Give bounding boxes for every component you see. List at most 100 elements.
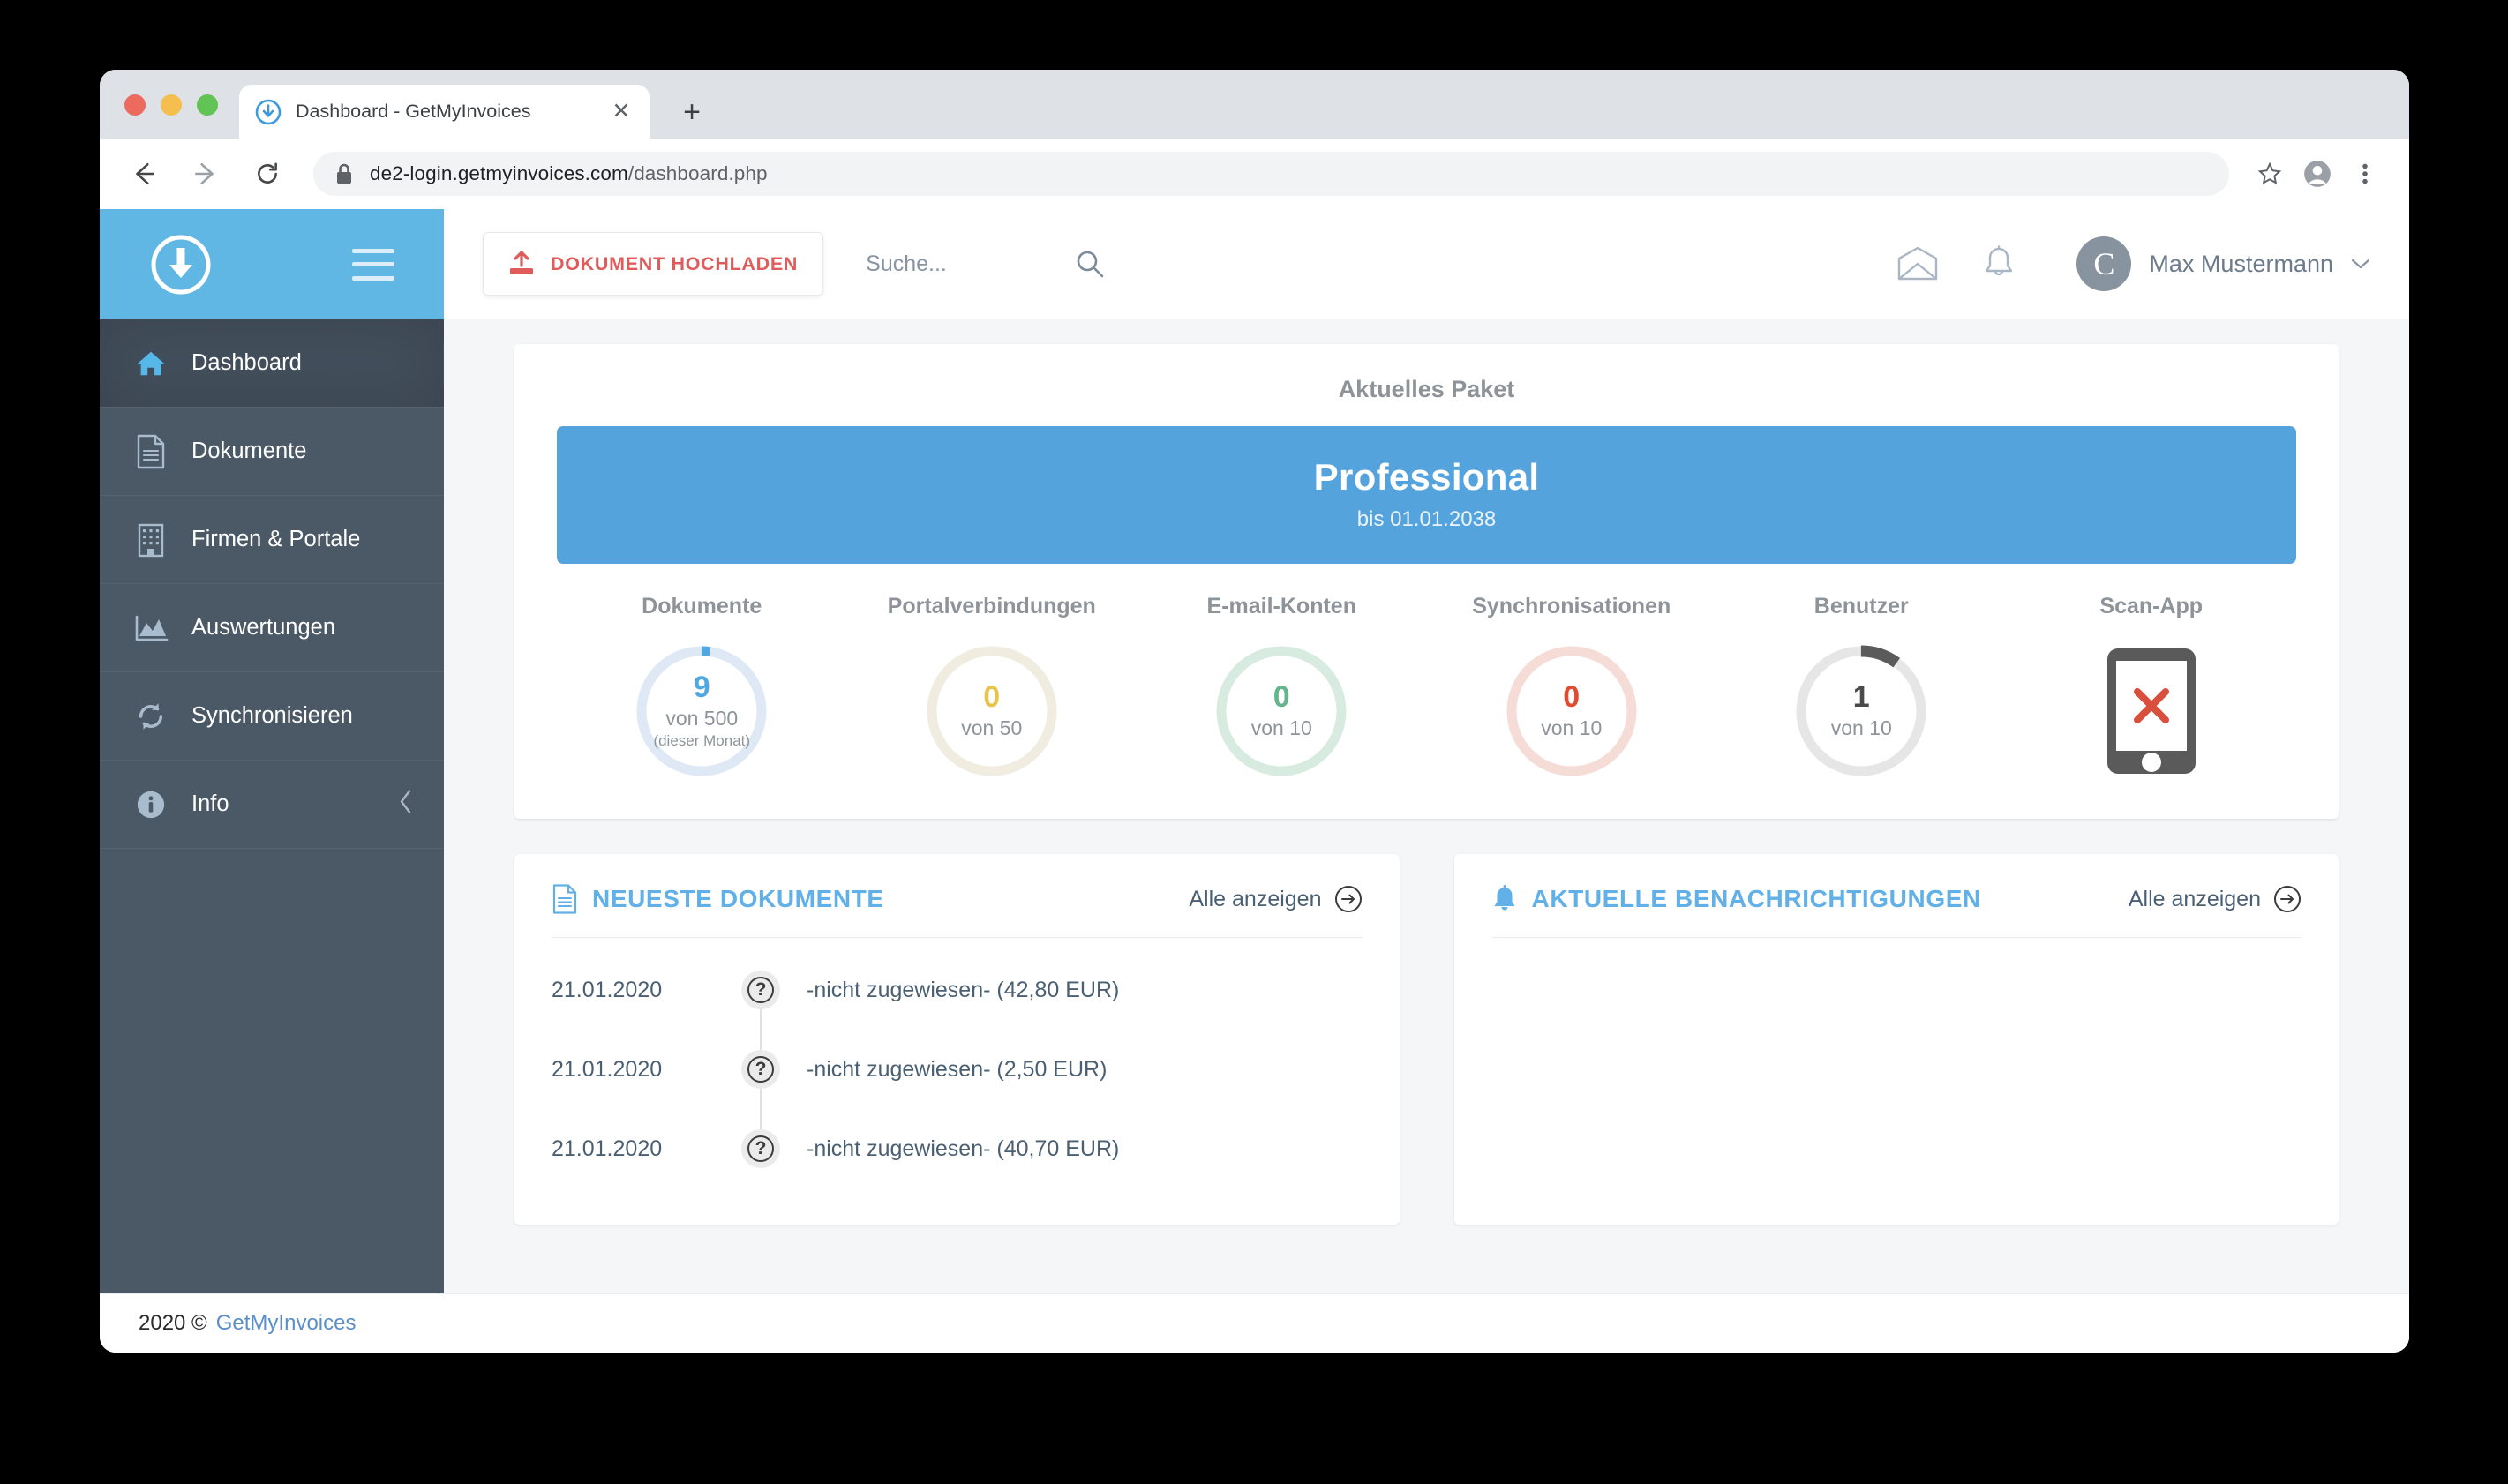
- stat-value: 1: [1852, 679, 1870, 714]
- sidebar-item-auswertungen[interactable]: Auswertungen: [100, 584, 444, 672]
- notifications-list: [1491, 938, 2302, 950]
- browser-tabbar: Dashboard - GetMyInvoices ✕ +: [100, 70, 2409, 139]
- arrow-right-circle-icon: [1334, 885, 1363, 913]
- package-heading: Aktuelles Paket: [1338, 376, 1515, 402]
- ring-gauge: 0 von 10: [1501, 641, 1642, 782]
- timeline-connector: [760, 989, 762, 1070]
- profile-avatar-icon[interactable]: [2298, 154, 2337, 193]
- sidebar-toggle-button[interactable]: [352, 248, 394, 281]
- sync-icon: [133, 699, 169, 734]
- app-footer: 2020 © GetMyInvoices: [100, 1293, 2409, 1353]
- stat-value: 0: [1563, 679, 1581, 714]
- panel-title-label: NEUESTE DOKUMENTE: [592, 885, 884, 912]
- latest-documents-panel: NEUESTE DOKUMENTE Alle anzeigen: [514, 854, 1400, 1225]
- stat-value: 0: [983, 679, 1001, 714]
- close-window-button[interactable]: [124, 94, 146, 116]
- ring-text: 0 von 50: [921, 641, 1063, 782]
- phone-disabled-icon: [2081, 641, 2222, 782]
- user-menu[interactable]: C Max Mustermann: [2076, 236, 2370, 291]
- sidebar-item-dashboard[interactable]: Dashboard: [100, 319, 444, 408]
- back-icon[interactable]: [124, 154, 163, 193]
- browser-tab[interactable]: Dashboard - GetMyInvoices ✕: [239, 85, 650, 139]
- document-date: 21.01.2020: [552, 1056, 663, 1082]
- dashboard-content: Aktuelles Paket Professional bis 01.01.2…: [444, 319, 2409, 1225]
- show-all-notifications-link[interactable]: Alle anzeigen: [2129, 885, 2302, 913]
- ring-text: 0 von 10: [1211, 641, 1352, 782]
- show-all-documents-link[interactable]: Alle anzeigen: [1189, 885, 1362, 913]
- timeline-connector: [760, 1068, 762, 1150]
- building-icon: [133, 522, 169, 558]
- stat-benutzer: Benutzer 1 von 10: [1716, 594, 2007, 782]
- sidebar-item-dokumente[interactable]: Dokumente: [100, 408, 444, 496]
- bell-icon: [1491, 884, 1518, 914]
- forward-icon[interactable]: [186, 154, 225, 193]
- list-item[interactable]: 21.01.2020 ? -nicht zugewiesen- (42,80 E…: [552, 950, 1363, 1070]
- panel-header: AKTUELLE BENACHRICHTIGUNGEN Alle anzeige…: [1491, 884, 2302, 938]
- ring-gauge: 1 von 10: [1791, 641, 1932, 782]
- sidebar-item-firmen-portale[interactable]: Firmen & Portale: [100, 496, 444, 584]
- status-badge: ?: [741, 1050, 780, 1089]
- stat-email-konten: E-mail-Konten 0 von 10: [1137, 594, 1427, 782]
- download-circle-icon[interactable]: [149, 233, 213, 296]
- copyright-text: 2020 ©: [139, 1311, 207, 1335]
- document-date: 21.01.2020: [552, 977, 663, 1002]
- question-mark-icon: ?: [747, 977, 774, 1003]
- download-circle-icon: [255, 99, 282, 125]
- browser-tab-title: Dashboard - GetMyInvoices: [296, 101, 531, 122]
- brand-link[interactable]: GetMyInvoices: [215, 1311, 357, 1335]
- address-bar[interactable]: de2-login.getmyinvoices.com/dashboard.ph…: [313, 152, 2229, 196]
- sidebar-item-label: Dokumente: [191, 438, 307, 463]
- stat-portalverbindungen: Portalverbindungen 0 von 50: [847, 594, 1138, 782]
- search-icon[interactable]: [1072, 246, 1108, 281]
- package-card: Aktuelles Paket Professional bis 01.01.2…: [514, 344, 2339, 819]
- document-title: -nicht zugewiesen- (40,70 EUR): [807, 1135, 1120, 1161]
- stats-row: Dokumente 9 von 500 (die: [557, 594, 2296, 782]
- minimize-window-button[interactable]: [161, 94, 182, 116]
- panel-title-label: AKTUELLE BENACHRICHTIGUNGEN: [1531, 885, 1981, 912]
- ring-text: 9 von 500 (dieser Monat): [631, 641, 772, 782]
- user-name: Max Mustermann: [2149, 250, 2333, 277]
- stat-sub: (dieser Monat): [653, 732, 751, 750]
- sidebar-item-label: Synchronisieren: [191, 703, 353, 728]
- sidebar-item-info[interactable]: Info: [100, 761, 444, 849]
- lock-icon: [334, 162, 354, 185]
- browser-menu-icon[interactable]: [2346, 154, 2384, 193]
- home-icon: [133, 346, 169, 381]
- question-mark-icon: ?: [747, 1135, 774, 1162]
- stat-of: von 50: [961, 716, 1023, 740]
- main-area: DOKUMENT HOCHLADEN: [444, 209, 2409, 1353]
- document-icon: [552, 884, 578, 914]
- bell-icon[interactable]: [1976, 241, 2022, 287]
- list-item[interactable]: 21.01.2020 ? -nicht zugewiesen- (2,50 EU…: [552, 1030, 1363, 1150]
- app-viewport: Dashboard Dokumente: [100, 209, 2409, 1353]
- stat-label: Benutzer: [1813, 594, 1909, 618]
- document-title: -nicht zugewiesen- (2,50 EUR): [807, 1056, 1108, 1082]
- stat-label: Dokumente: [642, 594, 762, 618]
- ring-text: 0 von 10: [1501, 641, 1642, 782]
- sidebar-header: [100, 209, 444, 319]
- stat-synchronisationen: Synchronisationen 0 von 10: [1427, 594, 1717, 782]
- stat-label: Portalverbindungen: [887, 594, 1096, 618]
- ring-gauge: 9 von 500 (dieser Monat): [631, 641, 772, 782]
- maximize-window-button[interactable]: [197, 94, 218, 116]
- sidebar-item-synchronisieren[interactable]: Synchronisieren: [100, 672, 444, 761]
- close-icon[interactable]: ✕: [612, 99, 631, 124]
- arrow-right-circle-icon: [2273, 885, 2302, 913]
- new-tab-button[interactable]: +: [683, 95, 701, 129]
- status-badge: ?: [741, 971, 780, 1009]
- upload-document-button[interactable]: DOKUMENT HOCHLADEN: [483, 232, 824, 296]
- list-item[interactable]: 21.01.2020 ? -nicht zugewiesen- (40,70 E…: [552, 1109, 1363, 1188]
- ring-gauge: 0 von 50: [921, 641, 1063, 782]
- sidebar-item-label: Info: [191, 791, 229, 816]
- search-input[interactable]: [864, 250, 1063, 278]
- envelope-icon[interactable]: [1895, 241, 1941, 287]
- reload-icon[interactable]: [248, 154, 287, 193]
- package-banner: Professional bis 01.01.2038: [557, 426, 2296, 564]
- bookmark-star-icon[interactable]: [2250, 154, 2289, 193]
- window-controls[interactable]: [124, 94, 218, 116]
- chevron-down-icon[interactable]: [2351, 252, 2370, 275]
- document-title: -nicht zugewiesen- (42,80 EUR): [807, 977, 1120, 1002]
- chevron-left-icon[interactable]: [398, 788, 414, 821]
- info-circle-icon: [133, 787, 169, 822]
